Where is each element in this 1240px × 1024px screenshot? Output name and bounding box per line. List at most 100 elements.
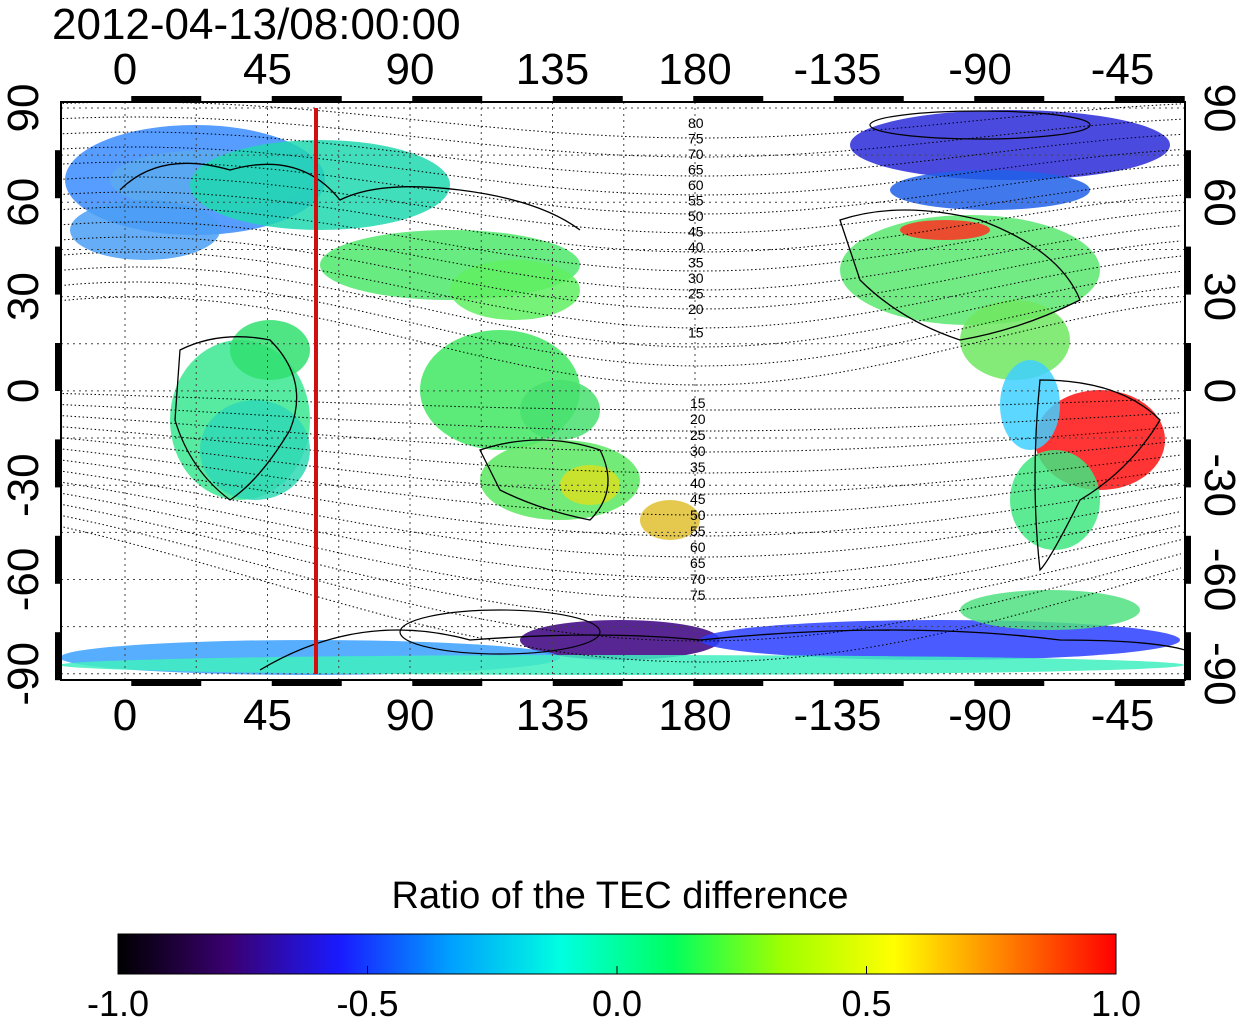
frame-bar	[833, 96, 904, 102]
south-contour-label: 75	[690, 587, 706, 603]
coastline	[839, 209, 1081, 341]
coastline	[1034, 379, 1161, 572]
colorbar-tick-label: -1.0	[87, 983, 149, 1024]
contour-line	[61, 448, 1182, 516]
tec-ratio-patch	[230, 320, 310, 380]
map-gridlines	[61, 102, 1185, 680]
contour-line	[61, 116, 1182, 158]
left-lat-tick-label: 60	[0, 178, 48, 227]
right-lat-tick-label: 90	[1195, 84, 1240, 133]
contour-line	[61, 437, 1182, 495]
north-contour-label: 45	[688, 224, 704, 240]
top-lon-tick-label: 0	[113, 45, 137, 94]
frame-bar	[552, 96, 623, 102]
frame-bar	[693, 680, 764, 686]
bottom-longitude-axis: 0 45 90 135 180 -135 -90 -45	[113, 691, 1155, 740]
colorbar-title: Ratio of the TEC difference	[391, 875, 849, 917]
tec-ratio-patch	[200, 400, 310, 500]
left-lat-tick-label: -30	[0, 453, 48, 517]
contour-line	[61, 146, 1182, 196]
colorbar-tick-label: 0.0	[592, 983, 642, 1024]
south-contour-label: 45	[690, 491, 706, 507]
tec-ratio-patch	[640, 500, 700, 540]
coastline	[119, 162, 581, 231]
frame-bar	[55, 535, 61, 584]
contour-line	[61, 161, 1182, 215]
contour-line	[61, 404, 1182, 432]
frame-bar	[412, 96, 483, 102]
frame-bar	[1185, 246, 1191, 295]
contour-line	[61, 470, 1182, 558]
coastline	[259, 629, 1185, 671]
tec-ratio-patch	[520, 380, 600, 440]
contour-line	[61, 102, 1182, 139]
bottom-lon-tick-label: 90	[386, 691, 435, 740]
frame-bar	[974, 96, 1045, 102]
north-contour-label: 25	[688, 286, 704, 302]
bottom-lon-tick-label: 135	[516, 691, 589, 740]
south-contour-label: 55	[690, 523, 706, 539]
left-lat-tick-label: -90	[0, 642, 48, 706]
right-latitude-axis: 90 60 30 0 -30 -60 -90	[1195, 84, 1240, 706]
colorbar-ticks: -1.0 -0.5 0.0 0.5 1.0	[87, 966, 1141, 1024]
north-contour-label: 30	[688, 270, 704, 286]
tec-ratio-patch	[900, 220, 990, 240]
bottom-lon-tick-label: -90	[948, 691, 1012, 740]
bottom-lon-tick-label: 180	[658, 691, 731, 740]
frame-bar	[131, 96, 202, 102]
frame-bar	[55, 246, 61, 295]
north-contour-label: 15	[688, 325, 704, 341]
south-contour-label: 65	[690, 555, 706, 571]
frame-bar	[271, 96, 342, 102]
bottom-lon-tick-label: 45	[243, 691, 292, 740]
top-longitude-axis: 0 45 90 135 180 -135 -90 -45	[113, 45, 1155, 94]
top-lon-tick-label: -135	[793, 45, 881, 94]
bottom-lon-tick-label: -135	[793, 691, 881, 740]
frame-bar	[1185, 439, 1191, 488]
bottom-lon-tick-label: 0	[113, 691, 137, 740]
south-contour-label: 20	[690, 411, 706, 427]
tec-ratio-patch	[450, 260, 580, 320]
contour-line	[61, 131, 1182, 177]
frame-bar	[974, 680, 1045, 686]
north-contour-label: 70	[688, 146, 704, 162]
north-contour-label: 50	[688, 208, 704, 224]
left-lat-tick-label: -60	[0, 548, 48, 612]
left-lat-tick-label: 30	[0, 272, 48, 321]
frame-bar	[271, 680, 342, 686]
right-lat-tick-label: -90	[1195, 642, 1240, 706]
frame-bar	[412, 680, 483, 686]
south-contour-label: 30	[690, 443, 706, 459]
tec-ratio-patch	[190, 140, 450, 230]
frame-bar	[55, 632, 61, 681]
tec-ratio-patch	[70, 200, 220, 260]
map-timestamp-title: 2012-04-13/08:00:00	[52, 0, 461, 49]
left-lat-tick-label: 0	[0, 379, 48, 403]
north-contour-label: 55	[688, 193, 704, 209]
frame-bar	[55, 439, 61, 488]
north-contour-label: 80	[688, 115, 704, 131]
frame-bar	[1185, 343, 1191, 391]
south-contour-label: 50	[690, 507, 706, 523]
coastline	[174, 336, 298, 501]
frame-bar	[1185, 632, 1191, 681]
frame-bar	[552, 680, 623, 686]
coastline	[479, 439, 609, 521]
left-lat-tick-label: 90	[0, 84, 48, 133]
top-lon-tick-label: 135	[516, 45, 589, 94]
tec-ratio-patch	[1000, 360, 1060, 450]
contour-line	[61, 459, 1182, 537]
north-contour-label: 75	[688, 131, 704, 147]
frame-bar	[55, 343, 61, 391]
bottom-lon-tick-label: -45	[1091, 691, 1155, 740]
frame-bar	[1114, 96, 1185, 102]
tec-ratio-patch	[960, 590, 1140, 630]
contour-line	[61, 392, 1182, 411]
frame-bar	[1185, 535, 1191, 584]
south-contour-label: 15	[690, 395, 706, 411]
north-contour-label: 60	[688, 177, 704, 193]
colorbar-tick-label: 1.0	[1091, 983, 1141, 1024]
right-lat-tick-label: -60	[1195, 548, 1240, 612]
